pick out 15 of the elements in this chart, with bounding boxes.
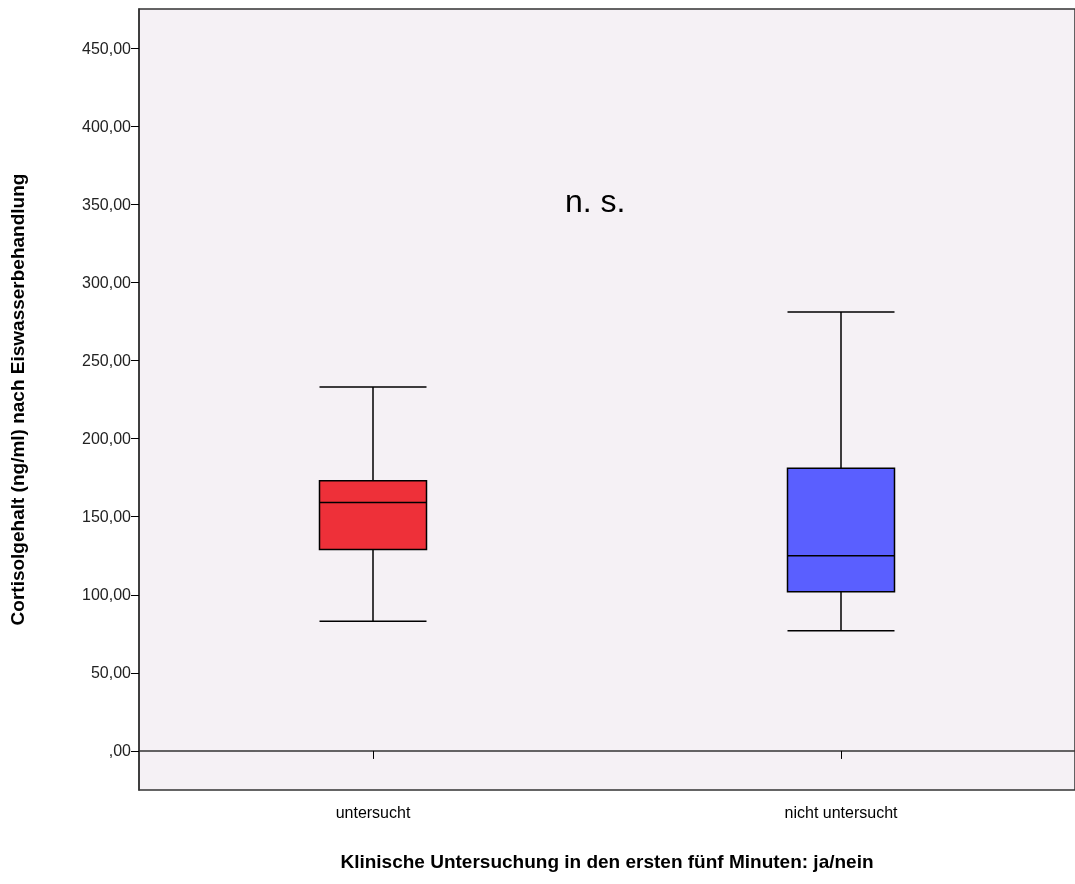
x-tick-label: untersucht bbox=[335, 803, 411, 821]
y-tick-label: 100,00 bbox=[82, 586, 132, 604]
y-tick-label: ,00 bbox=[108, 742, 132, 760]
y-axis-title: Cortisolgehalt (ng/ml) nach Eiswasserbehandlung bbox=[7, 173, 28, 626]
x-tick-label: nicht untersucht bbox=[784, 803, 899, 821]
annotation: n. s. bbox=[565, 183, 626, 219]
y-tick-label: 150,00 bbox=[82, 508, 132, 526]
y-tick-label: 200,00 bbox=[82, 430, 132, 448]
y-tick-label: 350,00 bbox=[82, 195, 132, 213]
y-tick-label: 300,00 bbox=[82, 273, 132, 291]
x-axis-title: Klinische Untersuchung in den ersten fünf Minuten: ja/nein bbox=[340, 851, 874, 872]
y-tick-label: 250,00 bbox=[82, 351, 132, 369]
y-tick-label: 400,00 bbox=[82, 117, 132, 135]
y-tick-label: 50,00 bbox=[90, 664, 132, 682]
y-tick-label: 450,00 bbox=[82, 39, 132, 57]
